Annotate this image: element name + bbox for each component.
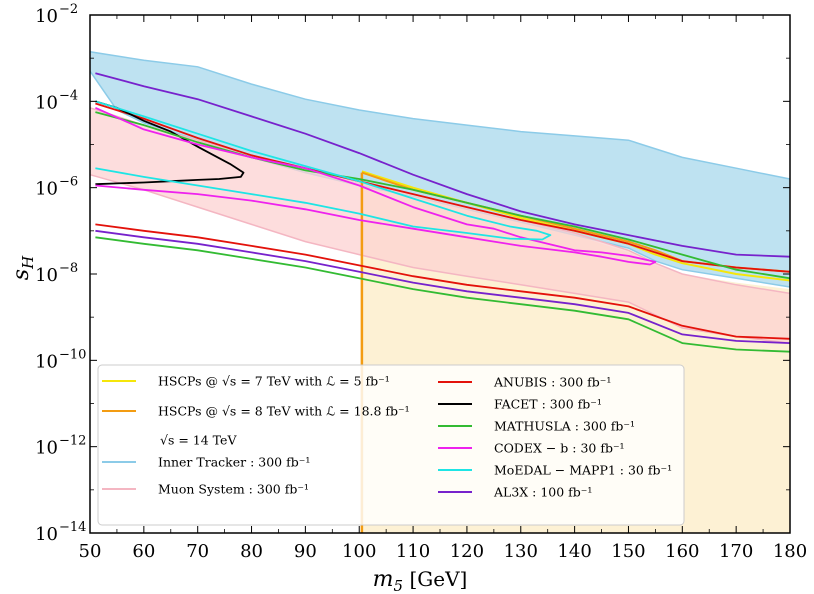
series-moedal-mapp1-30-fb <box>95 100 552 241</box>
y-tick-label: 10 <box>35 265 58 286</box>
legend-label-codex-b-30-fb: CODEX − b : 30 fb⁻¹ <box>494 441 625 456</box>
x-tick-label: 140 <box>557 541 591 562</box>
x-axis-title-unit: [GeV] <box>403 567 467 591</box>
legend: HSCPs @ √s = 7 TeV with ℒ = 5 fb⁻¹ HSCPs … <box>97 364 685 526</box>
x-tick-label: 90 <box>294 541 317 562</box>
x-tick-label: 160 <box>665 541 699 562</box>
y-axis-title-sub: H <box>19 255 37 270</box>
y-axis-title: sH <box>9 255 37 280</box>
x-tick-label: 70 <box>186 541 209 562</box>
band-lower-muon-system-300-fb <box>89 173 791 344</box>
legend-label-facet-300-fb: FACET : 300 fb⁻¹ <box>494 397 602 412</box>
x-tick-label: 150 <box>611 541 645 562</box>
legend-label-hscps-s-7-tev-with-5-fb: HSCPs @ √s = 7 TeV with ℒ = 5 fb⁻¹ <box>158 374 390 389</box>
x-tick-label: 80 <box>240 541 263 562</box>
series-al3x-100-fb <box>95 72 791 258</box>
band-muon-system-300-fb <box>90 107 790 344</box>
x-tick-label: 130 <box>504 541 538 562</box>
y-tick-exponent: −6 <box>59 175 78 190</box>
legend-label-hscps-s-8-tev-with-18-8-fb: HSCPs @ √s = 8 TeV with ℒ = 18.8 fb⁻¹ <box>158 404 410 419</box>
y-tick-label: 10 <box>35 524 58 545</box>
x-tick-label: 180 <box>773 541 807 562</box>
x-tick-label: 50 <box>79 541 102 562</box>
series-codex-b-30-fb <box>95 106 657 266</box>
y-tick-label: 10 <box>35 179 58 200</box>
band-inner-tracker-300-fb <box>90 51 790 288</box>
legend-label-anubis-300-fb: ANUBIS : 300 fb⁻¹ <box>493 375 611 390</box>
y-tick-exponent: −14 <box>59 520 86 535</box>
legend-label-al3x-100-fb: AL3X : 100 fb⁻¹ <box>493 485 592 500</box>
y-tick-exponent: −10 <box>59 347 86 362</box>
series-anubis-lower <box>95 223 791 340</box>
y-tick-exponent: −2 <box>59 2 78 17</box>
legend-box <box>97 364 685 526</box>
x-tick-label: 60 <box>132 541 155 562</box>
x-tick-label: 170 <box>719 541 753 562</box>
series-anubis-300-fb <box>95 102 791 273</box>
y-tick-exponent: −4 <box>59 88 78 103</box>
legend-label-mathusla-300-fb: MATHUSLA : 300 fb⁻¹ <box>494 419 635 434</box>
y-tick-label: 10 <box>35 438 58 459</box>
legend-label-inner-tracker-300-fb: Inner Tracker : 300 fb⁻¹ <box>158 455 310 470</box>
legend-label-muon-system-300-fb: Muon System : 300 fb⁻¹ <box>158 482 309 497</box>
y-tick-label: 10 <box>35 92 58 113</box>
x-tick-label: 110 <box>396 541 430 562</box>
series-mathusla-lower <box>95 236 791 353</box>
x-tick-label: 100 <box>342 541 376 562</box>
series-al3x-lower <box>95 229 791 344</box>
legend-label-s-14-tev: √s = 14 TeV <box>160 433 237 448</box>
series-mathusla-300-fb <box>95 111 791 280</box>
x-axis-title-sub: 5 <box>394 577 404 594</box>
x-axis-title: m5 [GeV] <box>373 567 468 594</box>
axes-layer: 50 60 70 80 90 100 110 120 130 140 150 160 170 18010−… <box>9 2 807 594</box>
y-tick-exponent: −8 <box>59 261 78 276</box>
band-upper-inner-tracker-300-fb <box>89 50 791 180</box>
legend-label-moedal-mapp1-30-fb: MoEDAL − MAPP1 : 30 fb⁻¹ <box>494 463 672 478</box>
series-facet-300-fb <box>95 100 245 186</box>
y-tick-exponent: −12 <box>59 434 86 449</box>
y-tick-label: 10 <box>35 351 58 372</box>
y-tick-label: 10 <box>35 6 58 27</box>
x-tick-label: 120 <box>450 541 484 562</box>
series-layer <box>95 72 791 533</box>
